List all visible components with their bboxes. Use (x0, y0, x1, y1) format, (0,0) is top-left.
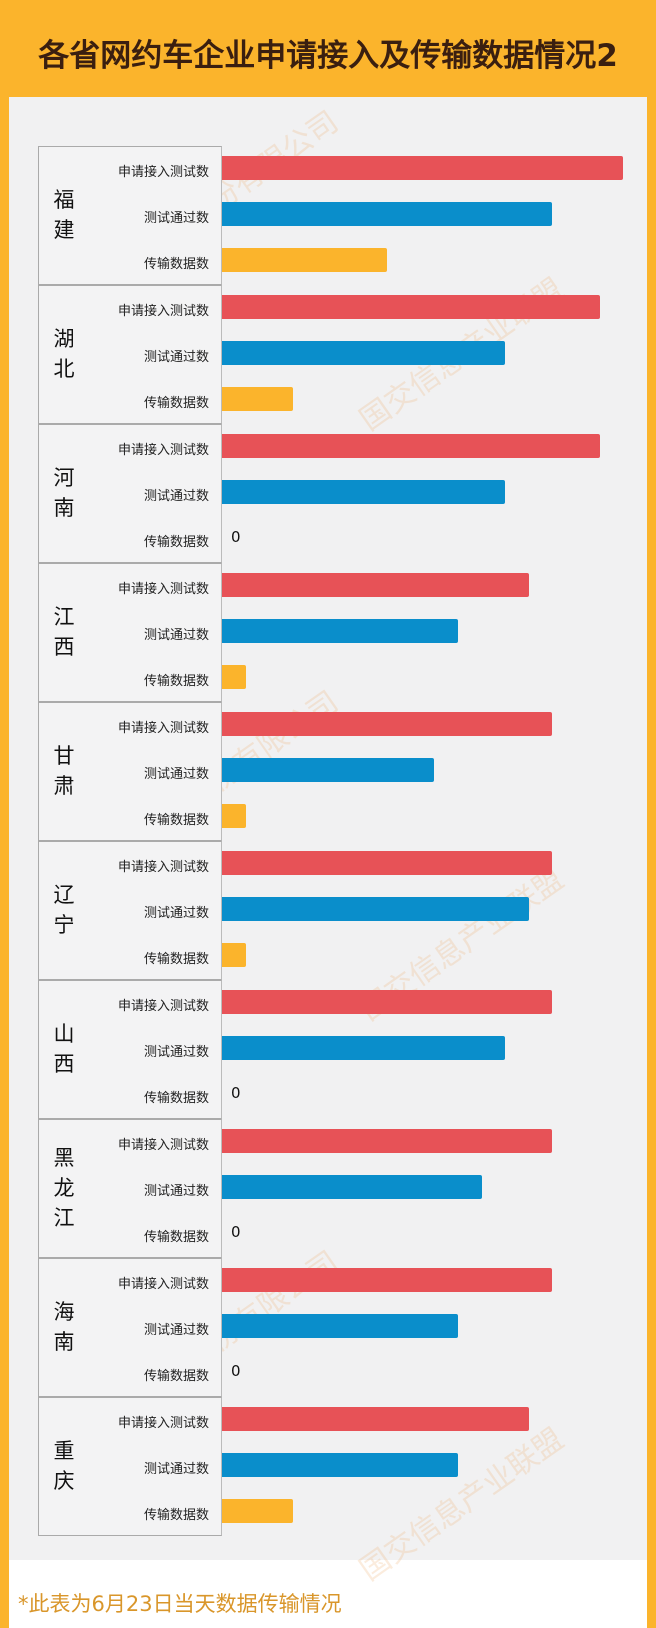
province-label: 福建 (53, 187, 75, 242)
bar (222, 619, 458, 643)
bar (222, 1453, 458, 1477)
series-label: 申请接入测试数 (117, 721, 209, 736)
bar (222, 943, 246, 967)
series-label: 测试通过数 (143, 1323, 209, 1338)
bar (222, 758, 435, 782)
bar (222, 1036, 506, 1060)
series-label: 传输数据数 (143, 1369, 209, 1384)
zero-data-label: 0 (231, 1362, 241, 1380)
footnote: *此表为6月23日当天数据传输情况 (18, 1592, 342, 1616)
province-label: 黑龙江 (53, 1145, 75, 1230)
province-label: 海南 (53, 1299, 75, 1354)
series-label: 申请接入测试数 (117, 582, 209, 597)
series-label: 申请接入测试数 (117, 304, 209, 319)
bar (222, 1175, 482, 1199)
bar (222, 573, 529, 597)
province-label: 江西 (53, 604, 75, 659)
zero-data-label: 0 (231, 1084, 241, 1102)
footer (9, 1560, 647, 1628)
bar (222, 202, 553, 226)
series-label: 传输数据数 (143, 396, 209, 411)
series-label: 传输数据数 (143, 1091, 209, 1106)
bar (222, 1268, 553, 1292)
series-label: 测试通过数 (143, 1462, 209, 1477)
province-group: 福建 申请接入测试数测试通过数传输数据数 (38, 146, 222, 285)
province-group: 河南 申请接入测试数测试通过数传输数据数 (38, 424, 222, 563)
bar (222, 1314, 458, 1338)
series-label: 测试通过数 (143, 628, 209, 643)
series-label: 申请接入测试数 (117, 165, 209, 180)
series-label: 测试通过数 (143, 211, 209, 226)
series-label: 测试通过数 (143, 906, 209, 921)
province-label: 辽宁 (53, 882, 75, 937)
bar (222, 851, 553, 875)
bar (222, 295, 600, 319)
bar (222, 804, 246, 828)
chart-title: 各省网约车企业申请接入及传输数据情况2 (38, 38, 618, 74)
province-group: 山西 申请接入测试数测试通过数传输数据数 (38, 980, 222, 1119)
series-label: 测试通过数 (143, 767, 209, 782)
series-label: 传输数据数 (143, 674, 209, 689)
province-group: 重庆 申请接入测试数测试通过数传输数据数 (38, 1397, 222, 1536)
province-group: 甘肃 申请接入测试数测试通过数传输数据数 (38, 702, 222, 841)
series-label: 申请接入测试数 (117, 1277, 209, 1292)
bar (222, 434, 600, 458)
province-label: 山西 (53, 1021, 75, 1076)
province-label: 河南 (53, 465, 75, 520)
series-label: 测试通过数 (143, 1184, 209, 1199)
series-label: 测试通过数 (143, 1045, 209, 1060)
province-group: 黑龙江 申请接入测试数测试通过数传输数据数 (38, 1119, 222, 1258)
bar (222, 387, 293, 411)
series-label: 传输数据数 (143, 1508, 209, 1523)
zero-data-label: 0 (231, 528, 241, 546)
series-label: 申请接入测试数 (117, 443, 209, 458)
series-label: 申请接入测试数 (117, 1138, 209, 1153)
bar (222, 480, 506, 504)
province-group: 江西 申请接入测试数测试通过数传输数据数 (38, 563, 222, 702)
bar (222, 897, 529, 921)
province-label: 甘肃 (53, 743, 75, 798)
bar (222, 156, 624, 180)
province-label: 重庆 (53, 1438, 75, 1493)
series-label: 申请接入测试数 (117, 999, 209, 1014)
province-label: 湖北 (53, 326, 75, 381)
province-group: 海南 申请接入测试数测试通过数传输数据数 (38, 1258, 222, 1397)
bar (222, 990, 553, 1014)
bar (222, 1129, 553, 1153)
series-label: 传输数据数 (143, 535, 209, 550)
bar (222, 341, 506, 365)
series-label: 测试通过数 (143, 350, 209, 365)
series-label: 申请接入测试数 (117, 1416, 209, 1431)
bar (222, 1499, 293, 1523)
bar (222, 712, 553, 736)
series-label: 传输数据数 (143, 257, 209, 272)
bar (222, 248, 388, 272)
series-label: 传输数据数 (143, 952, 209, 967)
series-label: 传输数据数 (143, 813, 209, 828)
series-label: 传输数据数 (143, 1230, 209, 1245)
bar (222, 665, 246, 689)
series-label: 测试通过数 (143, 489, 209, 504)
zero-data-label: 0 (231, 1223, 241, 1241)
province-group: 辽宁 申请接入测试数测试通过数传输数据数 (38, 841, 222, 980)
series-label: 申请接入测试数 (117, 860, 209, 875)
bar (222, 1407, 529, 1431)
province-group: 湖北 申请接入测试数测试通过数传输数据数 (38, 285, 222, 424)
